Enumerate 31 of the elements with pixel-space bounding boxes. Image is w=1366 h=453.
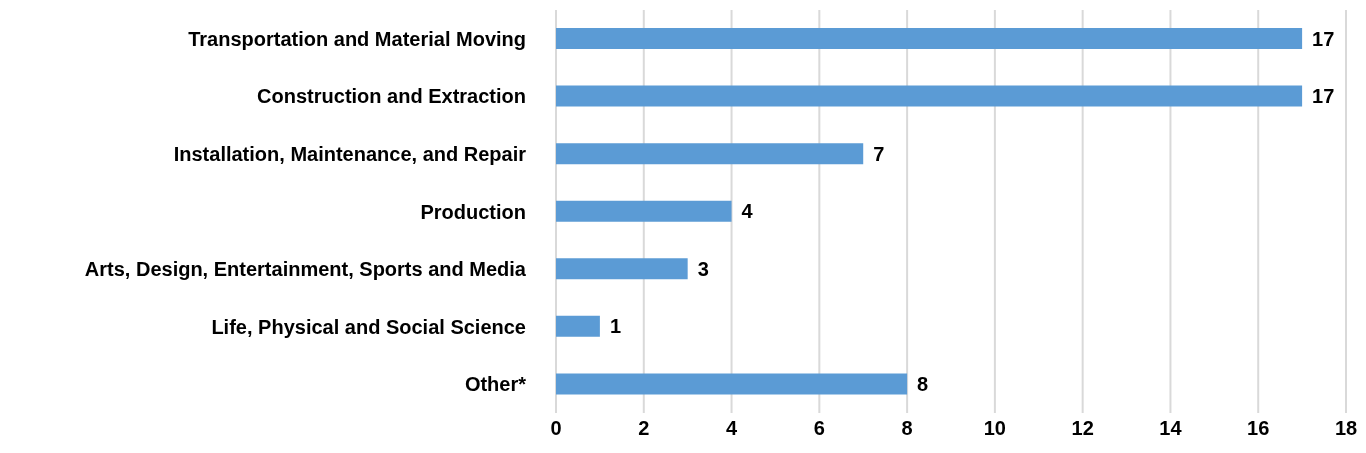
y-tick-label: Life, Physical and Social Science <box>211 315 526 338</box>
x-tick-label: 12 <box>1071 417 1094 440</box>
x-tick-label: 18 <box>1334 417 1358 440</box>
x-tick-label: 0 <box>550 417 562 440</box>
bar <box>556 200 732 222</box>
x-tick-label: 8 <box>901 417 913 440</box>
y-tick-label: Transportation and Material Moving <box>188 27 526 50</box>
bar <box>556 373 908 395</box>
data-label: 17 <box>1312 27 1335 50</box>
data-label: 17 <box>1312 85 1335 108</box>
bar <box>556 143 864 165</box>
x-tick-label: 6 <box>813 417 825 440</box>
y-tick-label: Construction and Extraction <box>257 85 526 108</box>
data-label: 1 <box>609 315 622 338</box>
bar <box>556 258 688 280</box>
y-tick-label: Arts, Design, Entertainment, Sports and Media <box>84 258 527 281</box>
y-tick-label: Installation, Maintenance, and Repair <box>173 143 527 166</box>
y-tick-label: Production <box>420 200 526 223</box>
bar <box>556 85 1303 107</box>
data-label: 3 <box>697 257 709 280</box>
bar <box>556 315 600 337</box>
x-tick-label: 2 <box>638 417 650 440</box>
x-tick-label: 14 <box>1159 417 1183 440</box>
y-tick-label: Other* <box>464 373 527 396</box>
data-label: 7 <box>873 142 885 165</box>
x-tick-label: 16 <box>1247 417 1270 440</box>
x-tick-label: 4 <box>725 417 738 440</box>
data-label: 4 <box>741 200 754 223</box>
x-tick-label: 10 <box>983 417 1007 440</box>
bar <box>556 28 1303 49</box>
data-label: 8 <box>917 373 929 396</box>
